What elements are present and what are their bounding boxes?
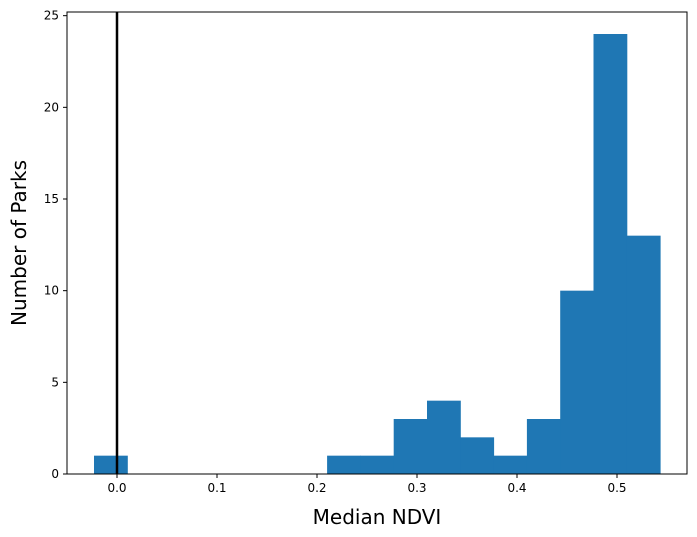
x-tick-label: 0.5 xyxy=(607,481,626,495)
x-axis-ticks: 0.0 0.1 0.2 0.3 0.4 0.5 xyxy=(107,474,627,495)
bars-group xyxy=(94,34,661,474)
y-tick-label: 10 xyxy=(44,284,59,298)
y-axis-ticks: 0 5 10 15 20 25 xyxy=(44,9,67,481)
y-tick-label: 0 xyxy=(51,467,59,481)
plot-frame xyxy=(66,11,688,475)
x-tick-label: 0.4 xyxy=(507,481,526,495)
x-tick-label: 0.1 xyxy=(207,481,226,495)
histogram-bar xyxy=(560,290,594,474)
x-axis-label: Median NDVI xyxy=(313,505,442,529)
histogram-bar xyxy=(94,455,128,474)
y-axis-label: Number of Parks xyxy=(7,160,31,326)
histogram-bar xyxy=(593,34,628,474)
y-tick-label: 5 xyxy=(51,375,59,389)
histogram-bar xyxy=(327,455,361,474)
y-tick-label: 15 xyxy=(44,192,59,206)
y-tick-label: 20 xyxy=(44,100,59,114)
histogram-bar xyxy=(360,455,395,474)
x-tick-label: 0.0 xyxy=(107,481,126,495)
histogram-bar xyxy=(493,455,528,474)
x-tick-label: 0.2 xyxy=(307,481,326,495)
histogram-bar xyxy=(393,419,428,474)
y-tick-label: 25 xyxy=(44,9,59,23)
histogram-bar xyxy=(460,437,495,474)
histogram-bar xyxy=(626,235,661,474)
histogram-bar xyxy=(526,419,561,474)
x-tick-label: 0.3 xyxy=(407,481,426,495)
histogram-bar xyxy=(427,400,461,474)
